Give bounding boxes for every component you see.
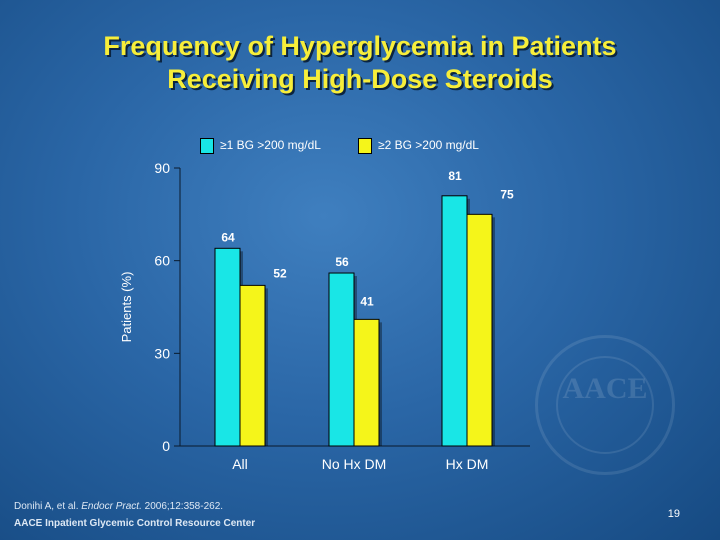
y-tick-label: 90 [154,160,170,176]
slide-title: Frequency of Hyperglycemia in Patients R… [0,30,720,96]
bar-2-2 [353,318,380,447]
x-tick-label: All [232,456,248,472]
data-label: 56 [335,255,349,269]
slide-title-line-2: Receiving High-Dose Steroids [167,64,553,94]
citation: Donihi A, et al. Endocr Pract. 2006;12:3… [14,501,223,512]
legend-label-series-2: ≥2 BG >200 mg/dL [378,138,479,152]
aace-watermark-logo: AACE [535,335,675,475]
legend-swatch-series-1 [200,138,214,154]
bar-2-3 [466,213,493,447]
bar-1-2 [328,272,355,447]
bar-2-1 [239,284,266,447]
legend-label-series-1: ≥1 BG >200 mg/dL [220,138,321,152]
bar-1-1 [214,247,241,447]
watermark-inner-ring [556,356,654,454]
watermark-text: AACE [562,372,648,405]
data-label: 81 [448,169,462,183]
data-label: 64 [221,230,235,244]
legend-swatch-series-2 [358,138,372,154]
citation-authors: Donihi A, et al. [14,501,82,512]
x-tick-label: No Hx DM [322,456,387,472]
y-axis-label: Patients (%) [119,272,134,343]
citation-details: 2006;12:358-262. [141,501,224,512]
y-tick-label: 0 [162,438,170,454]
y-tick-label: 60 [154,253,170,269]
bar-1-3 [441,195,468,447]
bar-shadow [265,288,268,446]
citation-journal: Endocr Pract. [81,501,142,512]
bar-shadow [492,217,495,446]
y-tick-label: 30 [154,345,170,361]
x-tick-label: Hx DM [446,456,489,472]
slide-number: 19 [667,508,680,520]
bar-shadow [379,322,382,446]
data-label: 75 [500,187,514,201]
slide-title-line-1: Frequency of Hyperglycemia in Patients [103,31,617,61]
data-label: 52 [273,266,287,280]
data-label: 41 [360,294,374,308]
footer-resource-center: AACE Inpatient Glycemic Control Resource… [14,518,256,529]
